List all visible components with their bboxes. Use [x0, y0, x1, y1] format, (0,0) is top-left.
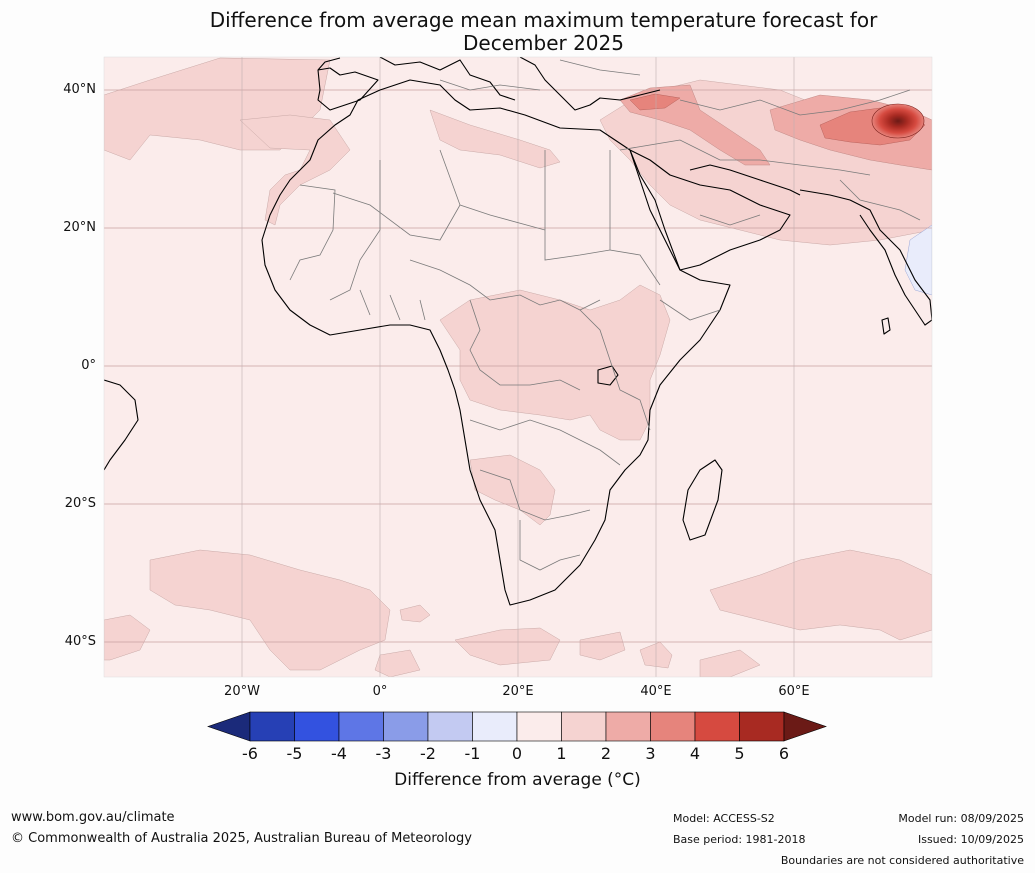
colorbar-bin [561, 711, 607, 742]
colorbar-extend-low [207, 711, 251, 742]
footer-copyright: © Commonwealth of Australia 2025, Austra… [11, 831, 472, 846]
colorbar [207, 711, 827, 742]
colorbar-tick-label: 5 [734, 744, 745, 763]
title-line-1: Difference from average mean maximum tem… [209, 8, 878, 32]
coastlines [104, 57, 932, 606]
lat-label-40n: 40°N [63, 82, 96, 97]
footer-model: Model: ACCESS-S2 [673, 812, 775, 825]
lat-label-20n: 20°N [63, 220, 96, 235]
lon-label-20w: 20°W [224, 684, 260, 699]
colorbar-bin [294, 711, 340, 742]
colorbar-tick-label: 6 [778, 744, 790, 763]
colorbar-bin [472, 711, 518, 742]
colorbar-bin [249, 711, 295, 742]
colorbar-tick-label: 3 [645, 744, 656, 763]
country-borders [289, 59, 921, 571]
lon-label-0: 0° [372, 684, 388, 699]
anomaly-fill-neg1-0 [904, 224, 932, 296]
colorbar-tick-label: 2 [600, 744, 612, 763]
footer-model-run: Model run: 08/09/2025 [898, 812, 1024, 825]
colorbar-tick-label: -3 [375, 744, 392, 763]
lon-label-20e: 20°E [502, 684, 534, 699]
lon-label-40e: 40°E [640, 684, 672, 699]
colorbar-tick-label: -1 [464, 744, 481, 763]
colorbar-bin [427, 711, 473, 742]
footer-url[interactable]: www.bom.gov.au/climate [11, 810, 175, 825]
colorbar-bin [694, 711, 740, 742]
colorbar-extend-high [783, 711, 827, 742]
footer-issued: Issued: 10/09/2025 [917, 833, 1024, 846]
colorbar-label: Difference from average (°C) [394, 770, 641, 790]
colorbar-tick-label: -6 [242, 744, 258, 763]
map-frame [103, 56, 933, 678]
colorbar-bin [383, 711, 429, 742]
anomaly-hotspot [871, 103, 925, 139]
colorbar-tick-label: 0 [511, 744, 523, 763]
title-line-2: December 2025 [463, 31, 624, 55]
colorbar-bin [650, 711, 696, 742]
footer-disclaimer: Boundaries are not considered authoritat… [780, 854, 1024, 867]
lat-label-20s: 20°S [64, 496, 96, 511]
lon-label-60e: 60°E [778, 684, 810, 699]
chart-title: Difference from average mean maximum tem… [0, 9, 1035, 55]
colorbar-bin [516, 711, 562, 742]
lat-label-0: 0° [81, 358, 96, 373]
colorbar-tick-label: 4 [689, 744, 701, 763]
colorbar-bin [605, 711, 651, 742]
footer-base-period: Base period: 1981-2018 [673, 833, 806, 846]
lat-label-40s: 40°S [64, 634, 96, 649]
colorbar-bin [338, 711, 384, 742]
colorbar-tick-label: -5 [286, 744, 303, 763]
colorbar-tick-label: -4 [331, 744, 347, 763]
colorbar-tick-label: -2 [420, 744, 436, 763]
colorbar-tick-label: 1 [556, 744, 567, 763]
colorbar-bin [739, 711, 785, 742]
